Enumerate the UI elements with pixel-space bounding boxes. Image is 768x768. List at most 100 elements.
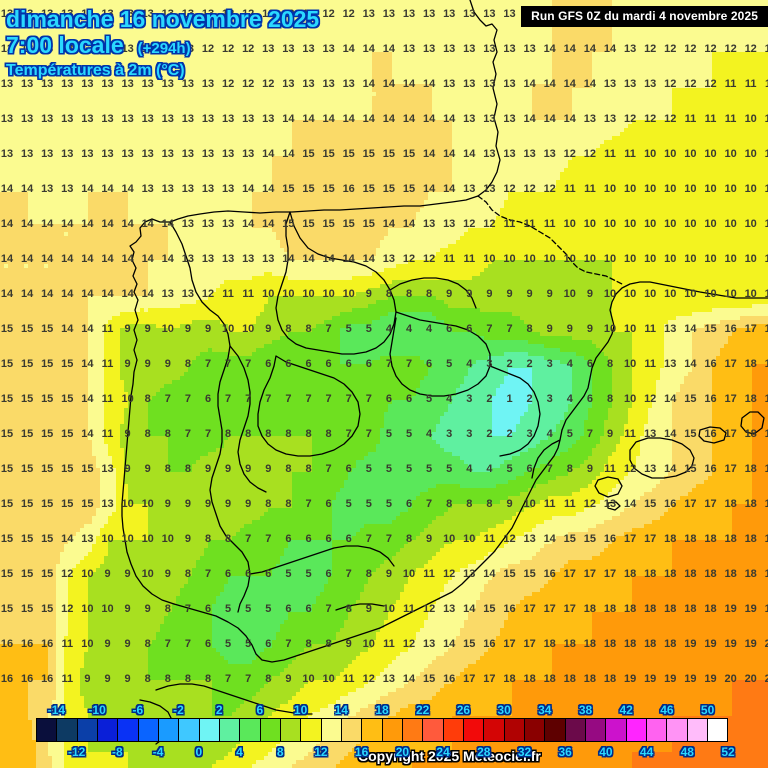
grid-value: 2 xyxy=(526,393,533,405)
grid-value: 15 xyxy=(20,323,34,335)
grid-value: 20 xyxy=(724,673,737,685)
grid-value: 2 xyxy=(486,393,493,405)
grid-value: 13 xyxy=(483,183,496,195)
grid-value: 10 xyxy=(563,288,576,300)
grid-value: 6 xyxy=(265,358,272,370)
legend-label-bottom-4: 4 xyxy=(236,745,243,759)
grid-value: 16 xyxy=(704,393,717,405)
grid-value: 7 xyxy=(184,428,191,440)
legend-swatch-5 xyxy=(138,719,159,741)
grid-value: 10 xyxy=(623,183,637,195)
grid-value: 10 xyxy=(81,568,94,580)
grid-value: 10 xyxy=(543,253,556,265)
grid-value: 11 xyxy=(684,113,697,125)
grid-value: 4 xyxy=(426,323,433,335)
grid-value: 11 xyxy=(383,638,395,650)
grid-value: 13 xyxy=(81,533,94,545)
grid-value: 19 xyxy=(644,673,657,685)
grid-value: 18 xyxy=(684,603,697,615)
grid-value: 14 xyxy=(282,113,295,125)
border-spain-france xyxy=(477,195,623,285)
grid-value: 9 xyxy=(265,463,272,475)
coast-france-atlantic xyxy=(469,0,501,197)
grid-value: 9 xyxy=(204,498,212,510)
grid-value: 15 xyxy=(0,323,14,335)
grid-value: 11 xyxy=(61,638,74,650)
legend-label-bottom-13: 40 xyxy=(599,745,613,759)
grid-value: 14 xyxy=(402,218,416,230)
grid-value: 8 xyxy=(405,288,413,300)
grid-value: 14 xyxy=(463,603,476,615)
grid-value: 13 xyxy=(201,253,215,265)
grid-value: 13 xyxy=(463,8,476,20)
grid-value: 10 xyxy=(161,323,174,335)
grid-value: 16 xyxy=(503,603,516,615)
grid-value: 10 xyxy=(623,323,637,335)
grid-value: 17 xyxy=(563,568,576,580)
grid-value: 9 xyxy=(345,638,352,650)
grid-value: 9 xyxy=(526,288,533,300)
grid-value: 10 xyxy=(644,218,657,230)
legend-swatch-28 xyxy=(606,719,627,741)
grid-value: 10 xyxy=(684,253,697,265)
grid-value: 6 xyxy=(466,323,473,335)
grid-value: 14 xyxy=(342,113,355,125)
grid-value: 14 xyxy=(121,253,134,265)
grid-value: 14 xyxy=(382,113,396,125)
grid-value: 9 xyxy=(184,498,191,510)
grid-value: 8 xyxy=(486,498,493,510)
grid-value: 14 xyxy=(302,113,315,125)
grid-value: 12 xyxy=(644,43,657,55)
grid-value: 5 xyxy=(426,463,433,475)
river-guadalquivir xyxy=(335,603,385,611)
grid-value: 13 xyxy=(664,358,677,370)
grid-value: 13 xyxy=(121,8,134,20)
grid-value: 18 xyxy=(744,428,757,440)
grid-value: 5 xyxy=(245,638,252,650)
grid-value: 6 xyxy=(305,533,312,545)
legend-swatch-7 xyxy=(179,719,200,741)
grid-value: 17 xyxy=(724,463,737,475)
legend-swatch-1 xyxy=(57,719,78,741)
grid-value: 14 xyxy=(121,218,134,230)
grid-value: 14 xyxy=(664,463,677,475)
legend-swatch-8 xyxy=(199,719,220,741)
grid-value: 7 xyxy=(184,603,191,615)
grid-value: 14 xyxy=(161,253,174,265)
grid-value: 6 xyxy=(586,393,593,405)
grid-value: 7 xyxy=(225,393,232,405)
grid-value: 9 xyxy=(446,288,453,300)
grid-value: 8 xyxy=(245,428,252,440)
grid-value: 13 xyxy=(61,183,74,195)
grid-value: 10 xyxy=(81,638,94,650)
grid-value: 13 xyxy=(61,113,74,125)
grid-value: 15 xyxy=(503,568,516,580)
grid-value: 14 xyxy=(603,43,617,55)
grid-value: 15 xyxy=(644,498,657,510)
grid-value: 13 xyxy=(402,8,416,20)
grid-value: 7 xyxy=(204,428,212,440)
grid-value: 7 xyxy=(245,533,252,545)
grid-value: 13 xyxy=(422,638,436,650)
grid-value: 3 xyxy=(546,358,553,370)
grid-value: 11 xyxy=(463,253,476,265)
grid-value: 3 xyxy=(546,393,553,405)
grid-value: 18 xyxy=(764,428,768,440)
grid-value: 14 xyxy=(141,288,154,300)
grid-value: 13 xyxy=(181,8,195,20)
grid-value: 7 xyxy=(385,358,392,370)
grid-value: 10 xyxy=(443,533,456,545)
legend-swatch-6 xyxy=(158,719,180,741)
grid-value: 6 xyxy=(305,603,312,615)
grid-value: 15 xyxy=(704,323,717,335)
grid-value: 10 xyxy=(704,218,717,230)
grid-value: 16 xyxy=(41,638,54,650)
grid-value: 20 xyxy=(764,638,768,650)
grid-value: 13 xyxy=(41,183,54,195)
grid-value: 18 xyxy=(744,463,757,475)
grid-value: 14 xyxy=(0,183,14,195)
grid-value: 18 xyxy=(684,568,697,580)
grid-value: 10 xyxy=(141,533,154,545)
grid-value: 5 xyxy=(345,323,352,335)
grid-value: 14 xyxy=(443,638,456,650)
